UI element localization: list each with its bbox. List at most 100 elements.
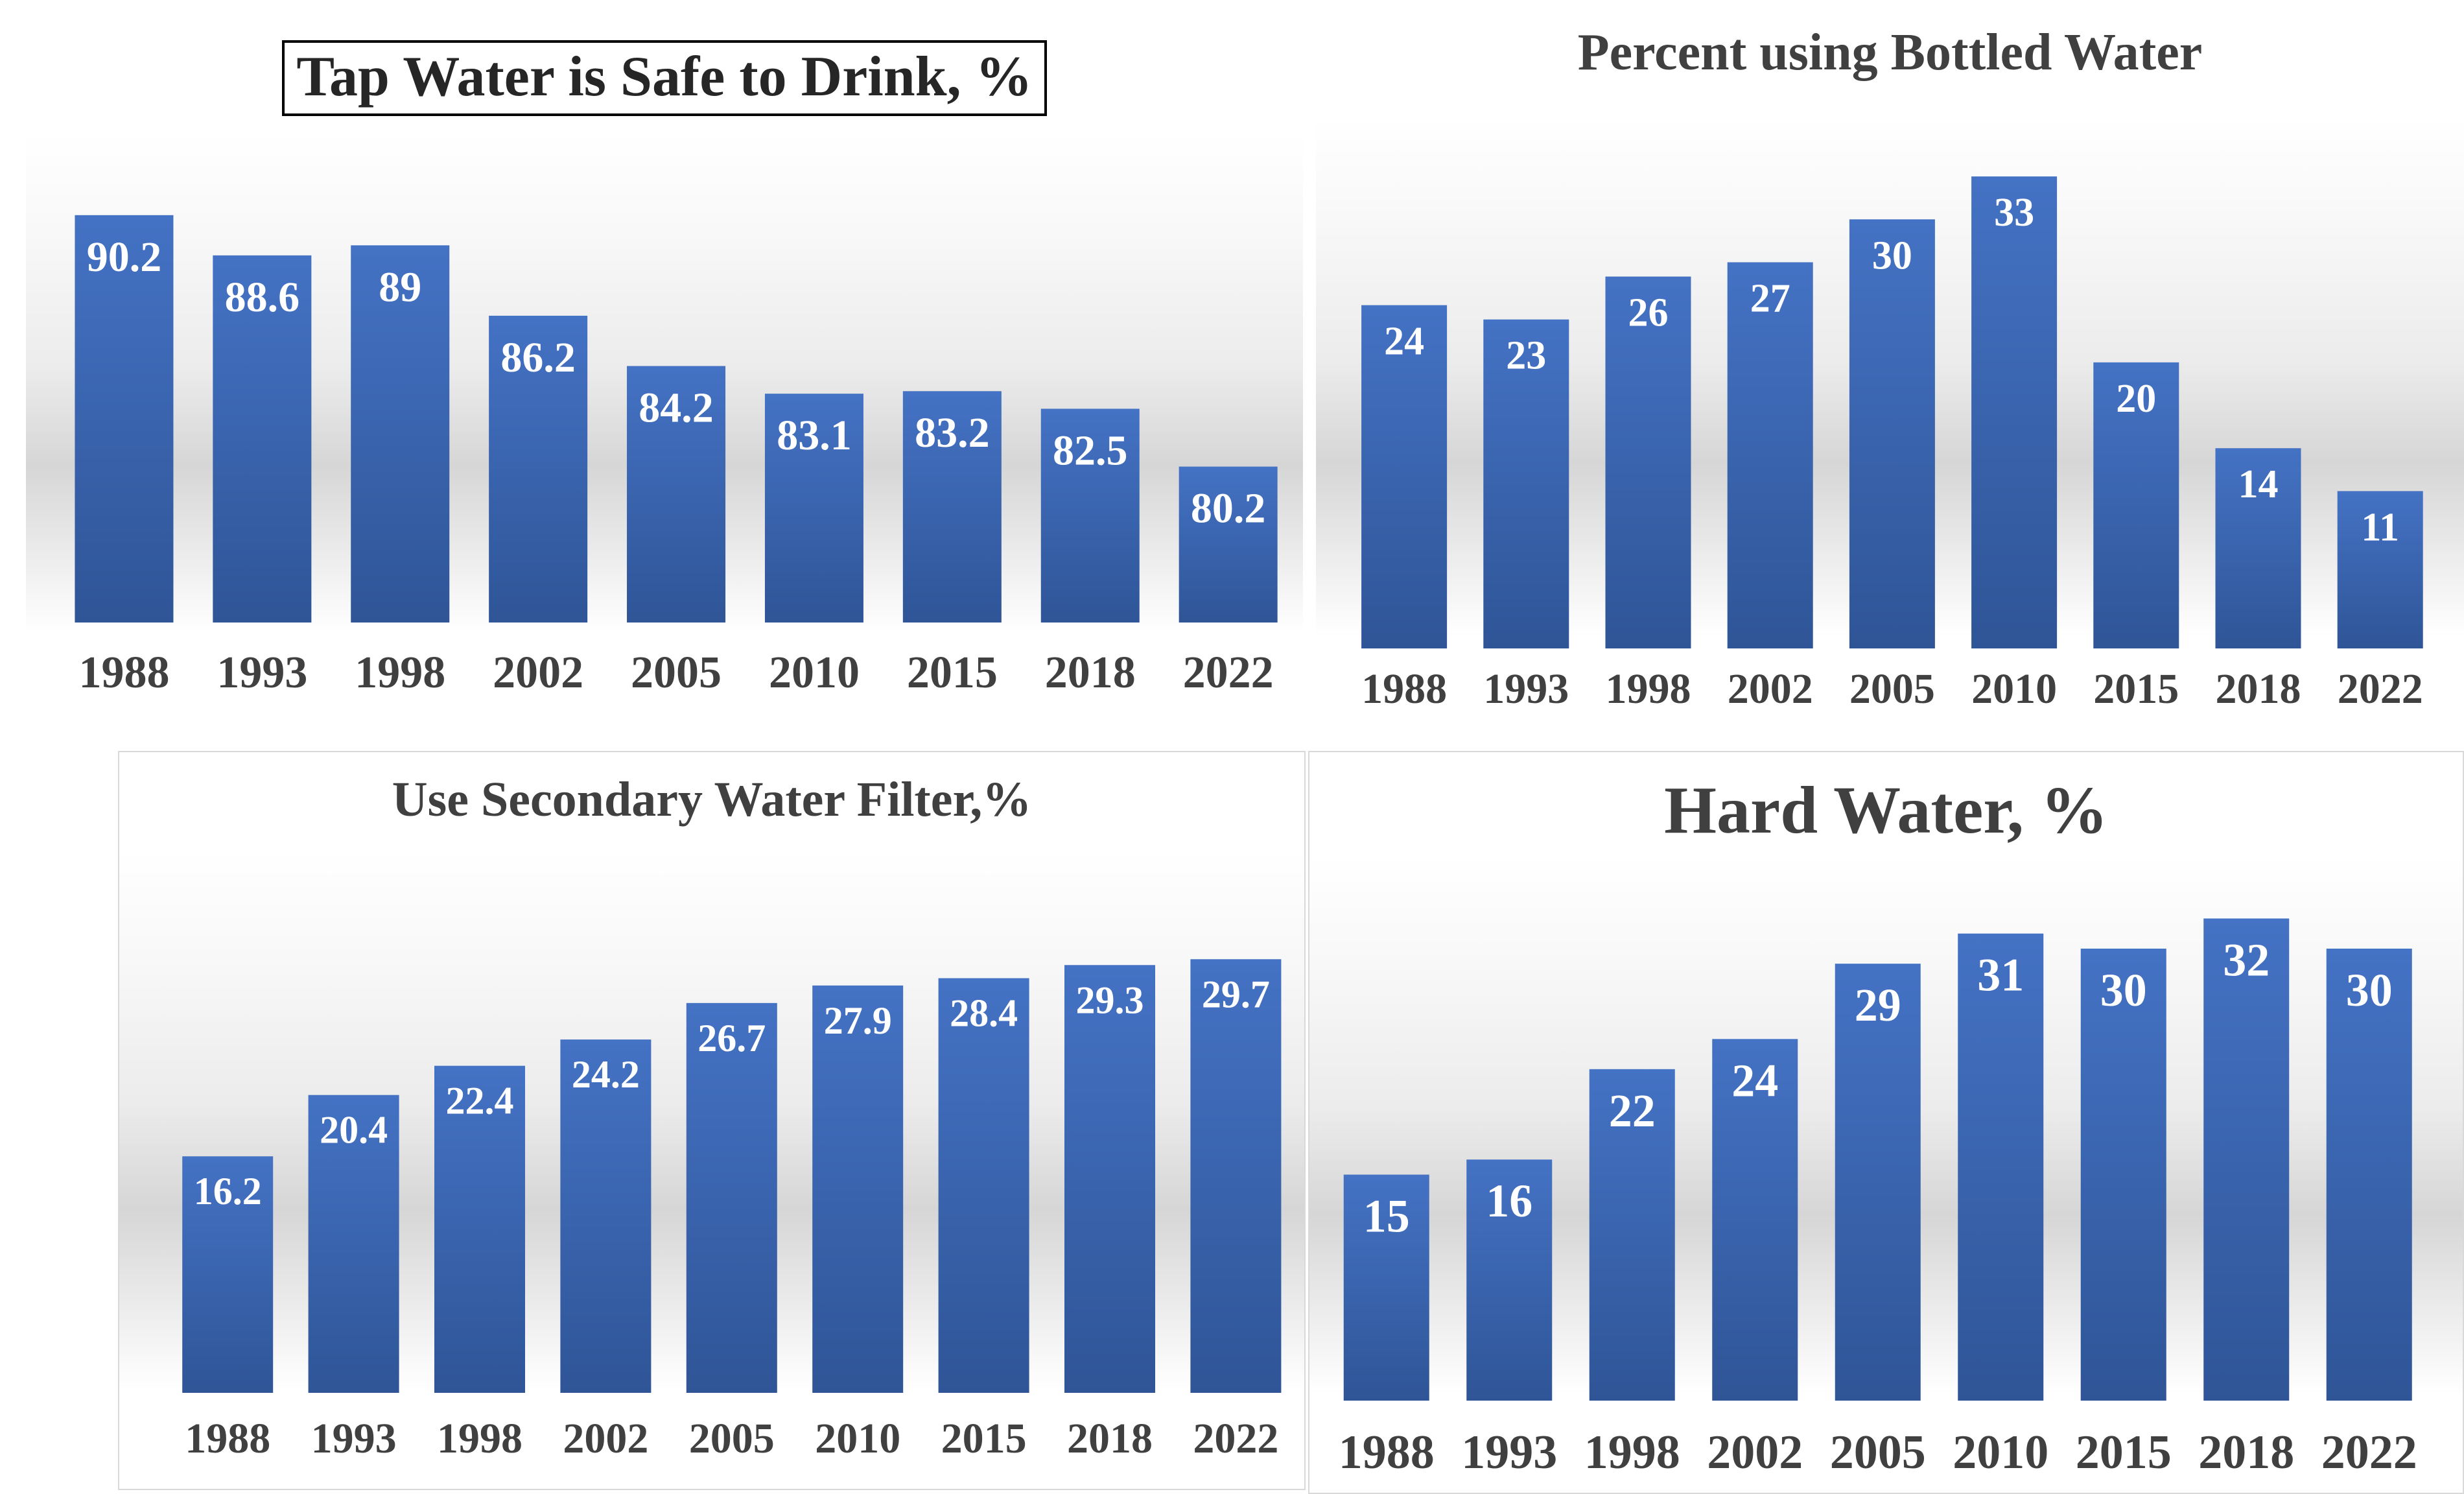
- data-label-2018: 82.5: [1053, 427, 1128, 474]
- bar-chart-bottled-water: 24 1988 23 1993 26 1998 27 2002 30 2005 33 2010 20 20…: [1361, 176, 2423, 713]
- data-label-1998: 22.4: [446, 1080, 514, 1122]
- chart-panel-tap-water-safe: Tap Water is Safe to Drink, % 90.2 1988 88…: [26, 0, 1303, 733]
- tick-label-2022: 2022: [2321, 1426, 2417, 1479]
- tick-label-1988: 1988: [78, 648, 169, 698]
- bar-1988: [1361, 305, 1448, 649]
- chart-title: Use Secondary Water Filter,%: [392, 772, 1032, 827]
- chart-panel-secondary-filter: Use Secondary Water Filter,% 16.2 1988 20.…: [118, 751, 1306, 1490]
- tick-label-1993: 1993: [311, 1415, 397, 1462]
- bar-2018: [1040, 409, 1140, 622]
- bar-2022: [2326, 948, 2412, 1401]
- data-label-1993: 16: [1486, 1175, 1532, 1227]
- tick-label-1988: 1988: [1361, 665, 1447, 713]
- bar-1993: [213, 255, 312, 622]
- bar-1998: [1605, 276, 1691, 648]
- tick-label-2015: 2015: [941, 1415, 1027, 1462]
- bar-2002: [1712, 1039, 1798, 1401]
- bar-1993: [1483, 319, 1569, 648]
- bar-1993: [308, 1095, 399, 1393]
- bar-1998: [434, 1065, 525, 1393]
- tick-label-2002: 2002: [1728, 665, 1813, 713]
- tick-label-1988: 1988: [1339, 1426, 1435, 1479]
- data-label-2010: 27.9: [824, 999, 892, 1042]
- data-label-1988: 15: [1363, 1190, 1410, 1242]
- bar-2005: [686, 1002, 777, 1393]
- data-label-1998: 22: [1609, 1085, 1656, 1137]
- data-label-2005: 29: [1855, 979, 1901, 1031]
- data-label-2018: 29.3: [1076, 978, 1144, 1021]
- tick-label-1988: 1988: [185, 1415, 270, 1462]
- bar-1988: [1343, 1174, 1429, 1401]
- data-label-1998: 26: [1628, 291, 1669, 335]
- bar-chart-secondary-filter: 16.2 1988 20.4 1993 22.4 1998 24.2 2002 26.7 2005…: [182, 959, 1282, 1462]
- chart-title: Percent using Bottled Water: [1577, 24, 2203, 81]
- tick-label-2018: 2018: [1045, 648, 1136, 698]
- bar-2010: [1958, 933, 2044, 1401]
- data-label-2018: 14: [2238, 462, 2279, 506]
- bar-1998: [1589, 1069, 1675, 1401]
- data-label-1998: 89: [379, 263, 421, 311]
- bar-chart-tap-water-safe: 90.2 1988 88.6 1993 89 1998 86.2 2002 84.2 2005 83…: [75, 215, 1278, 698]
- tick-label-2002: 2002: [563, 1415, 648, 1462]
- tick-label-1998: 1998: [1606, 665, 1691, 713]
- bar-2005: [1849, 219, 1935, 648]
- bar-2002: [560, 1039, 651, 1393]
- bar-1988: [75, 215, 174, 622]
- tick-label-2005: 2005: [1849, 665, 1935, 713]
- tick-label-2010: 2010: [769, 648, 860, 698]
- data-label-2022: 11: [2361, 505, 2399, 549]
- bar-2015: [2093, 362, 2179, 648]
- tick-label-1993: 1993: [1461, 1426, 1557, 1479]
- bar-chart-hard-water: 15 1988 16 1993 22 1998 24 2002 29 2005 31 2010 30 20…: [1339, 918, 2417, 1479]
- bar-2005: [627, 366, 726, 622]
- data-label-2005: 30: [1872, 233, 1912, 278]
- tick-label-2022: 2022: [1183, 648, 1274, 698]
- data-label-2022: 30: [2346, 964, 2393, 1016]
- data-label-1993: 20.4: [320, 1109, 388, 1152]
- tick-label-2005: 2005: [689, 1415, 775, 1462]
- bar-2015: [2080, 948, 2166, 1401]
- bar-2002: [1727, 262, 1813, 648]
- data-label-2002: 24.2: [572, 1053, 640, 1096]
- bar-2005: [1835, 964, 1921, 1401]
- data-label-2022: 80.2: [1191, 485, 1266, 532]
- tick-label-2002: 2002: [1707, 1426, 1803, 1479]
- data-label-2002: 27: [1750, 276, 1790, 320]
- data-label-2010: 33: [1994, 191, 2034, 235]
- data-label-2015: 30: [2100, 964, 2147, 1016]
- tick-label-2022: 2022: [2338, 665, 2423, 713]
- data-label-2010: 83.1: [777, 412, 852, 459]
- bar-2010: [764, 394, 863, 622]
- data-label-1993: 23: [1506, 334, 1546, 378]
- tick-label-2005: 2005: [631, 648, 722, 698]
- chart-title: Tap Water is Safe to Drink, %: [26, 40, 1303, 116]
- bar-2010: [1971, 176, 2058, 649]
- bar-2010: [812, 985, 904, 1393]
- bar-1993: [1466, 1159, 1553, 1401]
- tick-label-2015: 2015: [907, 648, 998, 698]
- data-label-1988: 90.2: [87, 233, 162, 281]
- data-label-2002: 24: [1731, 1054, 1778, 1106]
- tick-label-1998: 1998: [355, 648, 445, 698]
- tick-label-2022: 2022: [1193, 1415, 1278, 1462]
- tick-label-2018: 2018: [1067, 1415, 1153, 1462]
- data-label-2005: 84.2: [639, 384, 714, 431]
- bar-2022: [1190, 959, 1282, 1393]
- tick-label-2018: 2018: [2216, 665, 2301, 713]
- bar-2022: [1179, 466, 1278, 622]
- bar-2002: [489, 315, 588, 622]
- bar-1988: [182, 1156, 274, 1393]
- bar-2018: [2215, 448, 2301, 648]
- data-label-2015: 20: [2116, 377, 2156, 421]
- tick-label-1993: 1993: [1483, 665, 1569, 713]
- bar-2015: [902, 391, 1002, 622]
- tick-label-2010: 2010: [1971, 665, 2057, 713]
- data-label-2015: 28.4: [950, 992, 1018, 1035]
- bar-2022: [2337, 491, 2423, 648]
- data-label-2015: 83.2: [915, 409, 990, 456]
- chart-title: Hard Water, %: [1664, 773, 2108, 848]
- data-label-2002: 86.2: [500, 334, 576, 381]
- tick-label-2018: 2018: [2198, 1426, 2294, 1479]
- tick-label-2015: 2015: [2093, 665, 2179, 713]
- tick-label-2005: 2005: [1830, 1426, 1926, 1479]
